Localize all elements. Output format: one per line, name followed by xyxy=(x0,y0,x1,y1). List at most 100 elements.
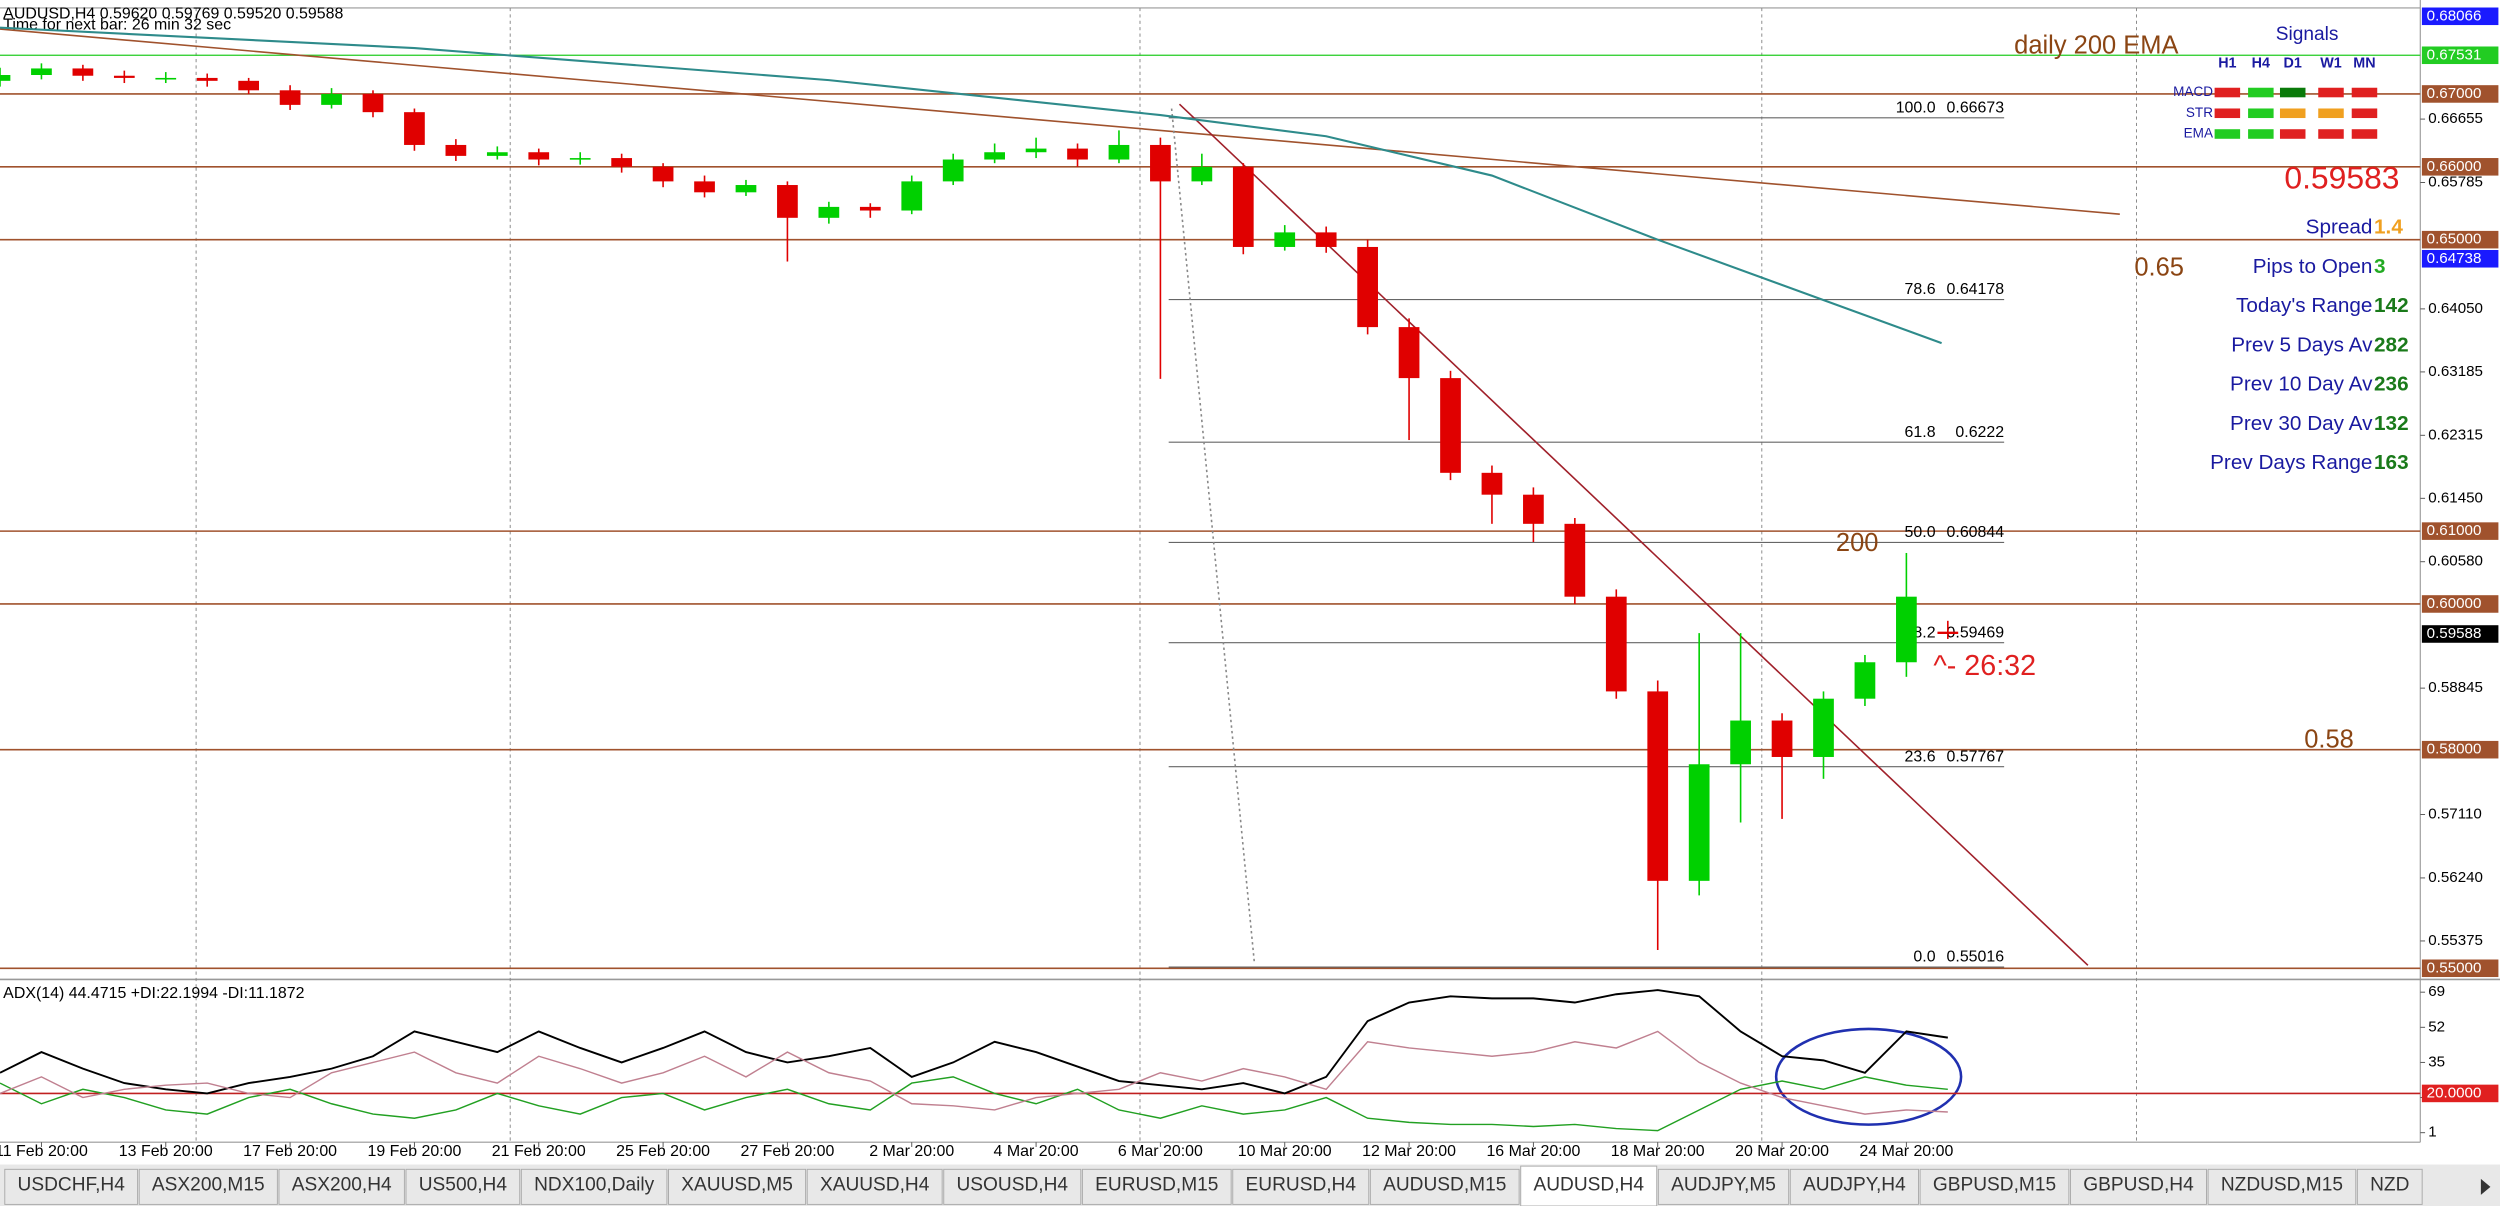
tab[interactable] xyxy=(278,1168,405,1205)
tab[interactable] xyxy=(1232,1168,1370,1205)
tab-label[interactable]: AUDUSD,H4 xyxy=(1533,1174,1644,1195)
y-tick-label: 0.63185 xyxy=(2428,363,2483,380)
tab[interactable] xyxy=(4,1168,139,1205)
stat-value: 132 xyxy=(2374,412,2409,435)
tab[interactable] xyxy=(1369,1168,1520,1205)
price-level-box xyxy=(2421,230,2499,249)
tab-label[interactable]: XAUUSD,H4 xyxy=(820,1174,930,1195)
ema-200 xyxy=(0,26,1942,345)
price-tag-label: 0.67531 xyxy=(2427,46,2482,63)
tab-label[interactable]: NZDUSD,M15 xyxy=(2221,1174,2343,1195)
candle-body xyxy=(31,68,52,76)
price-level-box xyxy=(2421,595,2499,613)
signals-column: W1 xyxy=(2320,56,2342,72)
candle-body xyxy=(486,152,508,156)
candle-body xyxy=(528,152,550,160)
tab-label[interactable]: AUDUSD,M15 xyxy=(1383,1174,1506,1195)
fib-price: 0.6222 xyxy=(1955,424,2004,441)
price-level-label: 0.66000 xyxy=(2427,158,2482,175)
tab[interactable] xyxy=(2356,1168,2423,1205)
tab[interactable] xyxy=(1789,1168,1919,1205)
tab[interactable] xyxy=(1657,1168,1790,1205)
tab[interactable] xyxy=(668,1168,807,1205)
tab[interactable] xyxy=(1520,1165,1658,1206)
signals-row-label: MACD xyxy=(2173,84,2213,99)
indicator-level-box xyxy=(2421,1084,2499,1103)
x-tick-label: 25 Feb 20:00 xyxy=(616,1143,710,1160)
signal-cell xyxy=(2279,129,2306,139)
tab[interactable] xyxy=(2207,1168,2357,1205)
candle-body xyxy=(404,112,425,145)
tab-label[interactable]: USDCHF,H4 xyxy=(18,1174,126,1195)
tab-label[interactable]: USOUSD,H4 xyxy=(956,1174,1068,1195)
candle-body xyxy=(1357,246,1378,328)
tab-label[interactable]: US500,H4 xyxy=(419,1174,508,1195)
price-tag-box xyxy=(2421,46,2499,65)
tab-label[interactable]: NZD xyxy=(2370,1174,2409,1195)
chart-annotation: daily 200 EMA xyxy=(2014,31,2178,59)
price-level-label: 0.61000 xyxy=(2427,522,2482,539)
candle-body xyxy=(1813,698,1834,757)
fib-price: 0.60844 xyxy=(1947,524,2005,541)
tab-label[interactable]: ASX200,M15 xyxy=(152,1174,265,1195)
price-tag-box xyxy=(2421,249,2499,268)
signals-title: Signals xyxy=(2276,24,2339,45)
indicator-tick-label: 35 xyxy=(2428,1053,2445,1070)
fib-ratio: 61.8 xyxy=(1905,424,1936,441)
tab-label[interactable]: AUDJPY,M5 xyxy=(1671,1174,1776,1195)
candle-body xyxy=(1730,720,1751,765)
candle-body xyxy=(569,158,591,160)
tab-scroll-arrow[interactable] xyxy=(2480,1178,2491,1195)
indicator-line xyxy=(0,1030,1948,1115)
tab[interactable] xyxy=(1081,1168,1232,1205)
tab[interactable] xyxy=(2069,1168,2207,1205)
price-level-label: 0.55000 xyxy=(2427,959,2482,976)
trendline xyxy=(1178,103,2089,966)
fib-ratio: 50.0 xyxy=(1905,524,1936,541)
tab-label[interactable]: GBPUSD,M15 xyxy=(1933,1174,2056,1195)
candle-body xyxy=(1481,472,1503,495)
stat-label: Prev 5 Days Av xyxy=(2231,333,2373,356)
tab-label[interactable]: XAUUSD,M5 xyxy=(681,1174,793,1195)
tab-label[interactable]: NDX100,Daily xyxy=(534,1174,655,1195)
candle-body xyxy=(155,77,177,80)
price-level-label: 0.65000 xyxy=(2427,231,2482,248)
x-tick-label: 4 Mar 20:00 xyxy=(994,1143,1079,1160)
candle-body xyxy=(196,77,218,81)
candle-body xyxy=(279,90,301,105)
indicator-tick-label: 1 xyxy=(2428,1124,2436,1141)
candle-body xyxy=(445,144,467,156)
stat-value: 282 xyxy=(2374,333,2409,356)
trendline xyxy=(0,28,2120,215)
tab[interactable] xyxy=(1919,1168,2070,1205)
tab-label[interactable]: EURUSD,M15 xyxy=(1095,1174,1218,1195)
tab[interactable] xyxy=(943,1168,1082,1205)
tab[interactable] xyxy=(520,1168,668,1205)
candle-body xyxy=(321,93,342,105)
price-level-box xyxy=(2421,85,2499,103)
tab-label[interactable]: AUDJPY,H4 xyxy=(1803,1174,1906,1195)
candle-body xyxy=(942,159,964,182)
candle-body xyxy=(238,80,260,91)
x-tick-label: 27 Feb 20:00 xyxy=(740,1143,834,1160)
tab-label[interactable]: GBPUSD,H4 xyxy=(2083,1174,2194,1195)
tab-label[interactable]: EURUSD,H4 xyxy=(1246,1174,1357,1195)
tab[interactable] xyxy=(138,1168,278,1205)
stat-label: Spread xyxy=(2306,216,2373,239)
fib-ratio: 100.0 xyxy=(1896,99,1936,116)
chart-annotation: 0.58 xyxy=(2304,726,2354,754)
tab[interactable] xyxy=(806,1168,943,1205)
stat-label: Prev 10 Day Av xyxy=(2230,373,2373,396)
signals-row-label: EMA xyxy=(2184,126,2214,141)
candle-body xyxy=(818,206,840,218)
fib-price: 0.59469 xyxy=(1947,624,2005,641)
fib-price: 0.57767 xyxy=(1947,748,2005,765)
tab-label[interactable]: ASX200,H4 xyxy=(292,1174,392,1195)
y-tick-label: 0.56240 xyxy=(2428,869,2483,886)
tab[interactable] xyxy=(405,1168,521,1205)
indicator-tick-label: 52 xyxy=(2428,1018,2445,1035)
fib-price: 0.66673 xyxy=(1947,99,2005,116)
price-level-box xyxy=(2421,158,2499,176)
stat-label: Prev Days Range xyxy=(2210,451,2372,474)
price-tag-label: 0.64738 xyxy=(2427,250,2482,267)
